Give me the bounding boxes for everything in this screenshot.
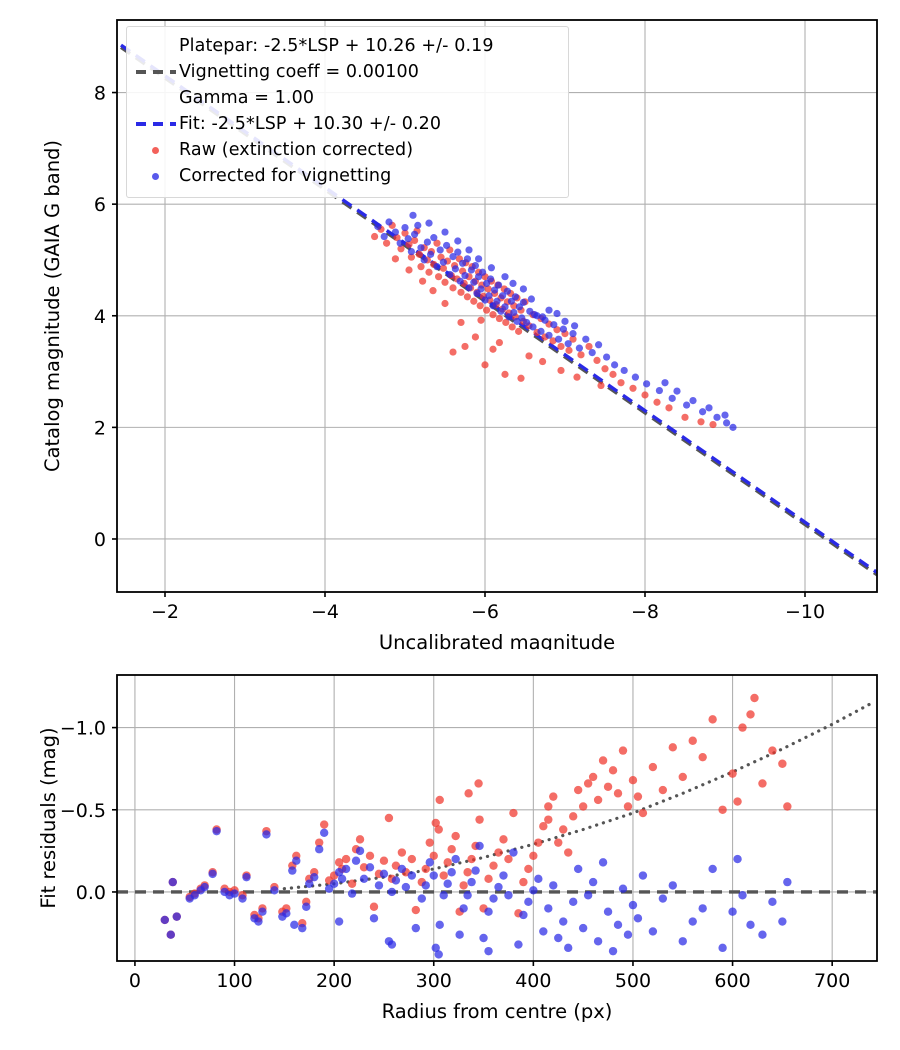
plot-legend: Platepar: -2.5*LSP + 10.26 +/- 0.19 Vign…: [126, 26, 569, 198]
x-tick-label: 500: [615, 970, 651, 992]
x-tick-label: 700: [814, 970, 850, 992]
fit-residuals-panel: 0 100 200 300 400 500 600 700 0.0 −0.5 −1.0 Radius …: [0, 650, 900, 1050]
legend-label-platepar: Platepar: -2.5*LSP + 10.26 +/- 0.19: [179, 36, 494, 56]
legend-item: Vignetting coeff = 0.00100: [133, 59, 560, 85]
y-tick-label: 8: [94, 83, 106, 105]
legend-key-empty-gamma: [133, 85, 179, 111]
x-tick-label: −2: [151, 601, 179, 623]
blue-marker-swatch: [152, 173, 159, 180]
x-tick-label: 200: [316, 970, 352, 992]
legend-item: Corrected for vignetting: [133, 163, 560, 189]
legend-key-dashed-blue: [133, 111, 179, 137]
x-tick-label: 300: [416, 970, 452, 992]
y-axis-title: Fit residuals (mag): [37, 727, 60, 908]
scatter-series: [371, 221, 717, 429]
legend-key-dashed-gray: [133, 59, 179, 85]
x-axis-title: Uncalibrated magnitude: [379, 631, 615, 650]
dashed-gray-line-swatch: [136, 70, 176, 74]
scatter-series: [160, 826, 792, 959]
y-tick-label: 0.0: [76, 882, 106, 904]
legend-item: Gamma = 1.00: [133, 85, 560, 111]
y-axis-title: Catalog magnitude (GAIA G band): [41, 140, 64, 472]
x-tick-label: 0: [129, 970, 141, 992]
fit-residuals-plot: 0 100 200 300 400 500 600 700 0.0 −0.5 −1.0 Radius …: [37, 674, 878, 1023]
legend-label-vignetting-coeff: Vignetting coeff = 0.00100: [179, 62, 419, 82]
scatter-series: [160, 693, 792, 939]
axes-frame: [116, 19, 878, 593]
y-tick-label: −1.0: [60, 718, 106, 740]
x-tick-label: 400: [515, 970, 551, 992]
y-tick-label: 6: [94, 194, 106, 216]
x-tick-label: −4: [311, 601, 339, 623]
x-tick-label: −6: [471, 601, 499, 623]
scatter-series: [374, 211, 737, 431]
y-tick-label: 0: [94, 529, 106, 551]
legend-label-gamma: Gamma = 1.00: [179, 88, 315, 108]
legend-label-corrected: Corrected for vignetting: [179, 166, 392, 186]
legend-label-raw: Raw (extinction corrected): [179, 140, 414, 160]
series-line: [282, 701, 874, 891]
legend-label-fit: Fit: -2.5*LSP + 10.30 +/- 0.20: [179, 114, 442, 134]
legend-key-blue-dot: [133, 163, 179, 189]
grid-lines: [117, 675, 877, 961]
x-tick-label: 600: [714, 970, 750, 992]
legend-item: Fit: -2.5*LSP + 10.30 +/- 0.20: [133, 111, 560, 137]
legend-key-red-dot: [133, 137, 179, 163]
y-tick-label: 4: [94, 306, 106, 328]
plot-area: [117, 693, 877, 959]
axes-frame: [116, 674, 878, 962]
legend-item: Platepar: -2.5*LSP + 10.26 +/- 0.19: [133, 33, 560, 59]
dashed-blue-line-swatch: [136, 122, 176, 126]
legend-key-empty-platepar: [133, 33, 179, 59]
red-marker-swatch: [152, 147, 159, 154]
x-axis-title: Radius from centre (px): [382, 1000, 613, 1023]
x-tick-label: −8: [631, 601, 659, 623]
y-tick-label: 2: [94, 417, 106, 439]
x-tick-label: −10: [785, 601, 825, 623]
legend-item: Raw (extinction corrected): [133, 137, 560, 163]
x-tick-label: 100: [216, 970, 252, 992]
y-tick-label: −0.5: [60, 800, 106, 822]
